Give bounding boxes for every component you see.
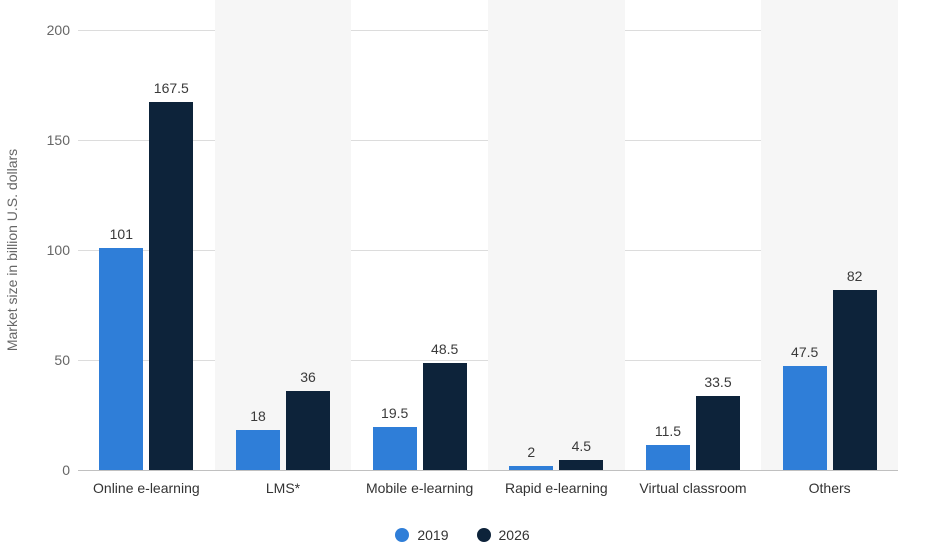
bar-value-label: 11.5 (646, 423, 690, 445)
category-band (215, 0, 352, 470)
category-group: 47.582Others (761, 30, 898, 470)
bar-value-label: 19.5 (373, 405, 417, 427)
legend: 2019 2026 (0, 527, 925, 543)
x-axis-baseline (78, 470, 898, 471)
bar-value-label: 2 (509, 444, 553, 466)
bar-value-label: 18 (236, 408, 280, 430)
bar[interactable]: 101 (99, 248, 143, 470)
market-size-bar-chart: Market size in billion U.S. dollars 1011… (0, 0, 925, 553)
y-tick-label: 0 (10, 462, 70, 478)
bar-value-label: 47.5 (783, 344, 827, 366)
bar[interactable]: 33.5 (696, 396, 740, 470)
y-tick-label: 100 (10, 242, 70, 258)
bar-value-label: 167.5 (149, 80, 193, 102)
bar-value-label: 48.5 (423, 341, 467, 363)
bar[interactable]: 18 (236, 430, 280, 470)
legend-item[interactable]: 2026 (477, 527, 530, 543)
bar-value-label: 82 (833, 268, 877, 290)
category-group: 24.5Rapid e-learning (488, 30, 625, 470)
bar[interactable]: 47.5 (783, 366, 827, 471)
bar[interactable]: 11.5 (646, 445, 690, 470)
bar[interactable]: 36 (286, 391, 330, 470)
legend-label: 2019 (417, 527, 448, 543)
category-band (488, 0, 625, 470)
y-tick-label: 150 (10, 132, 70, 148)
category-group: 19.548.5Mobile e-learning (351, 30, 488, 470)
plot-area: 101167.5Online e-learning1836LMS*19.548.… (78, 30, 898, 470)
bar[interactable]: 167.5 (149, 102, 193, 471)
x-tick-label: Virtual classroom (639, 470, 746, 496)
y-tick-label: 200 (10, 22, 70, 38)
bar-value-label: 36 (286, 369, 330, 391)
bar[interactable]: 48.5 (423, 363, 467, 470)
category-group: 1836LMS* (215, 30, 352, 470)
bar[interactable]: 82 (833, 290, 877, 470)
bar[interactable]: 19.5 (373, 427, 417, 470)
x-tick-label: Others (809, 470, 851, 496)
category-group: 11.533.5Virtual classroom (625, 30, 762, 470)
x-tick-label: Online e-learning (93, 470, 200, 496)
x-tick-label: Rapid e-learning (505, 470, 608, 496)
category-group: 101167.5Online e-learning (78, 30, 215, 470)
bar[interactable]: 4.5 (559, 460, 603, 470)
bar-value-label: 4.5 (559, 438, 603, 460)
x-tick-label: Mobile e-learning (366, 470, 473, 496)
x-tick-label: LMS* (266, 470, 300, 496)
bar-value-label: 33.5 (696, 374, 740, 396)
y-tick-label: 50 (10, 352, 70, 368)
legend-item[interactable]: 2019 (395, 527, 448, 543)
legend-swatch-icon (477, 528, 491, 542)
bar-value-label: 101 (99, 226, 143, 248)
legend-swatch-icon (395, 528, 409, 542)
legend-label: 2026 (499, 527, 530, 543)
